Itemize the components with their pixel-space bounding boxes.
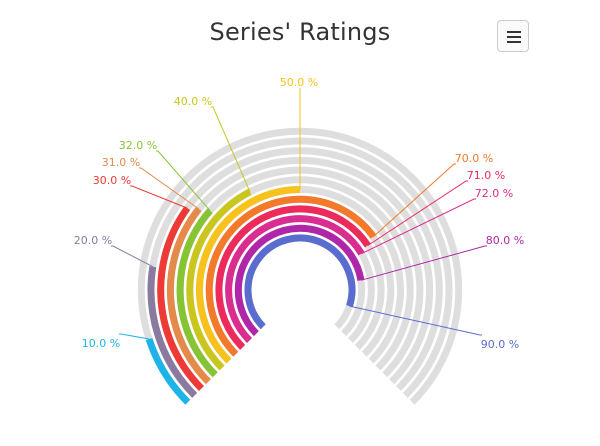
data-label: 20.0 % <box>74 234 112 247</box>
leader-line <box>139 167 200 210</box>
menu-button[interactable] <box>497 20 529 52</box>
radial-bar[interactable] <box>176 208 218 378</box>
chart-title: Series' Ratings <box>209 18 391 46</box>
hamburger-menu-icon-bar <box>507 36 521 38</box>
leader-line <box>156 150 211 212</box>
bar-group <box>145 186 377 405</box>
leader-line <box>111 245 154 268</box>
data-label: 10.0 % <box>82 337 120 350</box>
leader-line <box>211 106 251 192</box>
radial-bar[interactable] <box>157 206 204 391</box>
data-label: 90.0 % <box>481 338 519 351</box>
data-label: 72.0 % <box>475 187 513 200</box>
data-label: 32.0 % <box>119 139 157 152</box>
radial-bar[interactable] <box>145 337 191 405</box>
radial-bar[interactable] <box>196 186 301 364</box>
leader-line <box>373 163 456 237</box>
radial-bar[interactable] <box>166 206 211 385</box>
data-label: 50.0 % <box>280 76 318 89</box>
data-label: 71.0 % <box>467 169 505 182</box>
label-group: 10.0 % 20.0 % 30.0 % 31.0 % 32.0 % 40.0 % 50.0… <box>74 76 524 351</box>
data-label: 31.0 % <box>102 156 140 169</box>
data-label: 30.0 % <box>93 174 131 187</box>
leader-line <box>349 305 482 336</box>
radial-bar[interactable] <box>186 188 252 371</box>
hamburger-menu-icon <box>507 31 521 33</box>
leader-line <box>367 180 468 246</box>
radial-bar[interactable] <box>205 195 377 357</box>
leader-line <box>360 245 487 281</box>
leader-line <box>130 185 188 209</box>
radial-bar[interactable] <box>215 205 371 350</box>
radial-bar[interactable] <box>225 215 365 343</box>
leader-line <box>361 198 476 255</box>
radial-bar[interactable] <box>234 224 365 337</box>
leader-line <box>119 333 150 340</box>
radial-bar[interactable] <box>244 234 356 330</box>
hamburger-menu-icon-bar <box>507 41 521 43</box>
data-label: 80.0 % <box>486 234 524 247</box>
data-label: 40.0 % <box>174 95 212 108</box>
radial-bar[interactable] <box>147 266 198 398</box>
data-label: 70.0 % <box>455 152 493 165</box>
leader-line-group <box>111 88 487 340</box>
